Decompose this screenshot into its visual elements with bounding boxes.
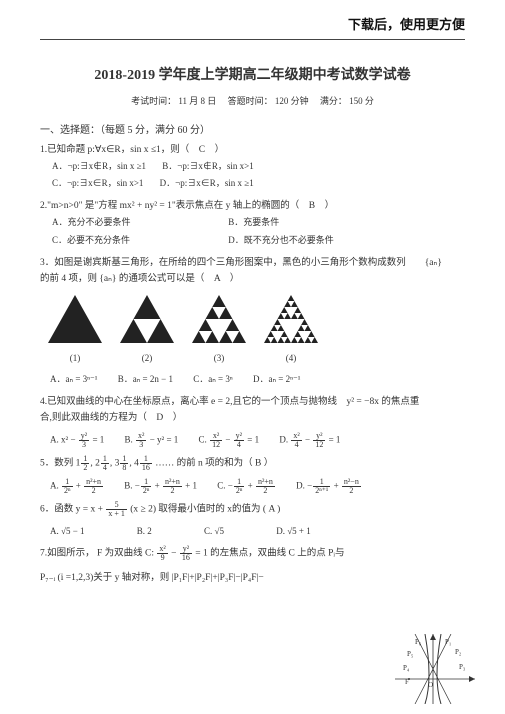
section-1-header: 一、选择题：（每题 5 分，满分 60 分） xyxy=(40,121,465,136)
q1-options: A．¬p:∃x∉R，sin x ≥1 B．¬p:∃x∉R，sin x>1 C．¬… xyxy=(52,158,465,192)
exam-title: 2018-2019 学年度上学期高二年级期中考试数学试卷 xyxy=(40,64,465,84)
q7-line2: P₇₋ᵢ (i =1,2,3)关于 y 轴对称，则 |P₁F|+|P₂F|+|P… xyxy=(40,570,370,586)
q3-opt-c: C．aₙ = 3ⁿ xyxy=(193,372,233,387)
q6-opt-a: A. √5 − 1 xyxy=(50,524,85,539)
q7-prefix1: 7.如图所示， F 为双曲线 C: xyxy=(40,549,154,559)
q3-line2: 的前 4 项，则 {aₙ} 的通项公式可以是（ A ） xyxy=(40,271,465,287)
question-3: 3．如图是谢宾斯基三角形，在所给的四个三角形图案中，黑色的小三角形个数构成数列 … xyxy=(40,255,465,388)
sierp-cap-2: (2) xyxy=(120,351,174,366)
q1-opt-b: B．¬p:∃x∉R，sin x>1 xyxy=(162,158,253,175)
q5-opt-d: D. −12ⁿ⁺¹ + n²−n2 xyxy=(296,478,362,495)
q4-opt-a: A. x² − y²3 = 1 xyxy=(50,432,104,449)
duration-value: 120 分钟 xyxy=(275,96,309,106)
question-7: 7.如图所示， F 为双曲线 C: x²9 − y²16 = 1 的左焦点，双曲… xyxy=(40,545,370,586)
svg-text:P₁: P₁ xyxy=(445,638,451,646)
question-2: 2."m>n>0" 是"方程 mx² + ny² = 1"表示焦点在 y 轴上的… xyxy=(40,198,465,248)
date-label: 考试时间： xyxy=(131,96,176,106)
date-value: 11 月 8 日 xyxy=(178,96,216,106)
q1-opt-c: C．¬p:∃x∈R，sin x>1 xyxy=(52,175,143,192)
q3-opt-b: B．aₙ = 2n − 1 xyxy=(118,372,173,387)
q4-line2: 合,则此双曲线的方程为（ D ） xyxy=(40,410,465,426)
q5-opt-b: B. −12ⁿ + n²+n2 + 1 xyxy=(124,478,197,495)
q4-opt-b: B. x²3 − y² = 1 xyxy=(125,432,179,449)
q6-options: A. √5 − 1 B. 2 C. √5 D. √5 + 1 xyxy=(50,524,465,539)
svg-text:P₂: P₂ xyxy=(455,648,462,656)
q1-opt-a: A．¬p:∃x∉R，sin x ≥1 xyxy=(52,158,146,175)
top-banner: 下载后，使用更方便 xyxy=(40,14,465,33)
q6-opt-b: B. 2 xyxy=(137,524,152,539)
sierp-cap-4: (4) xyxy=(264,351,318,366)
q1-stem: 1.已知命题 p:∀x∈R，sin x ≤1，则（ C ） xyxy=(40,142,465,158)
hyperbola-figure-icon: O F P₁ P₂ P₃ P₆ P₅ P₄ xyxy=(395,634,475,704)
q1-opt-d: D．¬p:∃x∈R，sin x ≥1 xyxy=(160,175,254,192)
divider xyxy=(40,39,465,40)
exam-page: 下载后，使用更方便 2018-2019 学年度上学期高二年级期中考试数学试卷 考… xyxy=(0,0,505,714)
q7-suffix1: = 1 的左焦点，双曲线 C 上的点 Pᵢ与 xyxy=(195,549,344,559)
question-4: 4.已知双曲线的中心在坐标原点，离心率 e = 2,且它的一个顶点与抛物线 y²… xyxy=(40,394,465,449)
full-label: 满分： xyxy=(320,96,347,106)
q5-opt-c: C. −12ⁿ + n²+n2 xyxy=(217,478,276,495)
svg-text:P₄: P₄ xyxy=(403,664,410,672)
q6-opt-d: D. √5 + 1 xyxy=(276,524,311,539)
q6-mid: (x ≥ 2) 取得最小值时的 x的值为 ( A ) xyxy=(130,505,280,515)
svg-text:P₃: P₃ xyxy=(459,663,466,671)
svg-text:O: O xyxy=(428,681,433,689)
svg-text:P₅: P₅ xyxy=(407,650,414,658)
q4-opt-d: D. x²4 − y²12 = 1 xyxy=(279,432,340,449)
q2-opt-b: B．充要条件 xyxy=(228,214,279,231)
question-5: 5．数列 112, 214, 318, 4116 …… 的前 n 项的和为（ B… xyxy=(40,455,465,495)
q2-stem: 2."m>n>0" 是"方程 mx² + ny² = 1"表示焦点在 y 轴上的… xyxy=(40,198,465,214)
sierp-cap-1: (1) xyxy=(48,351,102,366)
q6-prefix: 6．函数 y = x + xyxy=(40,505,105,515)
sierp-3: (3) xyxy=(192,295,246,366)
question-1: 1.已知命题 p:∀x∈R，sin x ≤1，则（ C ） A．¬p:∃x∉R，… xyxy=(40,142,465,192)
q6-opt-c: C. √5 xyxy=(204,524,224,539)
q3-opt-d: D．aₙ = 2ⁿ⁻¹ xyxy=(253,372,300,387)
sierp-1: (1) xyxy=(48,295,102,366)
q4-options: A. x² − y²3 = 1 B. x²3 − y² = 1 C. x²12 … xyxy=(50,432,465,449)
question-6: 6．函数 y = x + 5x + 1 (x ≥ 2) 取得最小值时的 x的值为… xyxy=(40,501,465,539)
q2-opt-a: A．充分不必要条件 xyxy=(52,214,212,231)
sierp-2: (2) xyxy=(120,295,174,366)
sierpinski-figures: (1) (2) (3) xyxy=(48,295,465,366)
q5-opt-a: A. 12ⁿ + n²+n2 xyxy=(50,478,104,495)
q4-line1: 4.已知双曲线的中心在坐标原点，离心率 e = 2,且它的一个顶点与抛物线 y²… xyxy=(40,394,465,410)
q5-options: A. 12ⁿ + n²+n2 B. −12ⁿ + n²+n2 + 1 C. −1… xyxy=(50,478,465,495)
q2-options: A．充分不必要条件 B．充要条件 C．必要不充分条件 D．既不充分也不必要条件 xyxy=(52,214,465,248)
q3-line1: 3．如图是谢宾斯基三角形，在所给的四个三角形图案中，黑色的小三角形个数构成数列 … xyxy=(40,255,465,271)
sierp-4: (4) xyxy=(264,295,318,366)
duration-label: 答题时间： xyxy=(228,96,273,106)
full-value: 150 分 xyxy=(349,96,374,106)
sierp-cap-3: (3) xyxy=(192,351,246,366)
q5-suffix: …… 的前 n 项的和为（ B ） xyxy=(155,459,273,469)
svg-text:P₆: P₆ xyxy=(415,638,422,646)
q3-opt-a: A．aₙ = 3ⁿ⁻¹ xyxy=(50,372,97,387)
q2-opt-c: C．必要不充分条件 xyxy=(52,232,212,249)
q4-opt-c: C. x²12 − y²4 = 1 xyxy=(199,432,260,449)
q3-options: A．aₙ = 3ⁿ⁻¹ B．aₙ = 2n − 1 C．aₙ = 3ⁿ D．aₙ… xyxy=(50,372,465,387)
q2-opt-d: D．既不充分也不必要条件 xyxy=(228,232,334,249)
q5-prefix: 5．数列 xyxy=(40,459,76,469)
exam-meta: 考试时间： 11 月 8 日 答题时间： 120 分钟 满分： 150 分 xyxy=(40,94,465,107)
